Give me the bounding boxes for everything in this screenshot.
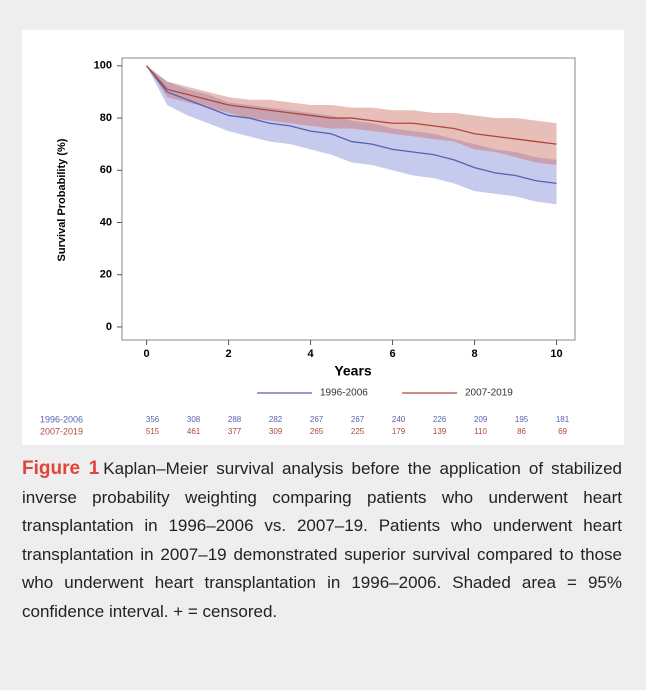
risk-count: 181 xyxy=(556,415,570,424)
risk-count: 288 xyxy=(228,415,242,424)
risk-count: 356 xyxy=(146,415,160,424)
risk-count: 265 xyxy=(310,427,324,436)
y-axis-title: Survival Probability (%) xyxy=(56,138,68,261)
risk-count: 240 xyxy=(392,415,406,424)
chart: Survival Probability (%) Years 020406080… xyxy=(22,30,624,445)
risk-count: 225 xyxy=(351,427,365,436)
x-tick-label: 10 xyxy=(550,348,562,360)
plot-frame xyxy=(121,57,576,341)
confidence-band xyxy=(146,65,557,205)
risk-count: 377 xyxy=(228,427,242,436)
confidence-band xyxy=(146,65,557,166)
risk-count: 515 xyxy=(146,427,160,436)
risk-count: 179 xyxy=(392,427,406,436)
risk-count: 209 xyxy=(474,415,488,424)
survival-line xyxy=(146,65,557,184)
risk-count: 309 xyxy=(269,427,283,436)
risk-count: 308 xyxy=(187,415,201,424)
x-tick-label: 4 xyxy=(308,348,315,360)
survival-line xyxy=(146,65,557,145)
x-axis-title: Years xyxy=(334,363,372,379)
x-tick-label: 2 xyxy=(226,348,232,360)
risk-row-label: 2007-2019 xyxy=(40,426,83,436)
risk-count: 267 xyxy=(351,415,365,424)
caption: Figure 1 Kaplan–Meier survival analysis b… xyxy=(22,455,622,627)
y-tick-label: 100 xyxy=(94,60,112,72)
x-tick-label: 8 xyxy=(471,348,477,360)
y-tick-label: 60 xyxy=(100,164,112,176)
caption-text: Kaplan–Meier survival analysis before th… xyxy=(22,459,623,621)
risk-count: 282 xyxy=(269,415,283,424)
y-tick-label: 80 xyxy=(100,112,112,124)
risk-count: 110 xyxy=(474,427,487,436)
figure-label: Figure 1 xyxy=(22,458,100,479)
y-tick-label: 0 xyxy=(106,321,112,333)
risk-count: 461 xyxy=(187,427,201,436)
risk-count: 195 xyxy=(515,415,529,424)
legend-label: 1996-2006 xyxy=(320,388,368,399)
risk-count: 267 xyxy=(310,415,324,424)
risk-count: 226 xyxy=(433,415,447,424)
x-tick-label: 6 xyxy=(390,348,396,360)
risk-count: 86 xyxy=(517,427,526,436)
y-tick-label: 40 xyxy=(100,216,112,228)
risk-count: 69 xyxy=(558,427,567,436)
x-tick-label: 0 xyxy=(144,348,150,360)
risk-count: 139 xyxy=(433,427,447,436)
y-tick-label: 20 xyxy=(100,269,112,281)
risk-row-label: 1996-2006 xyxy=(40,414,83,424)
legend-label: 2007-2019 xyxy=(465,388,513,399)
